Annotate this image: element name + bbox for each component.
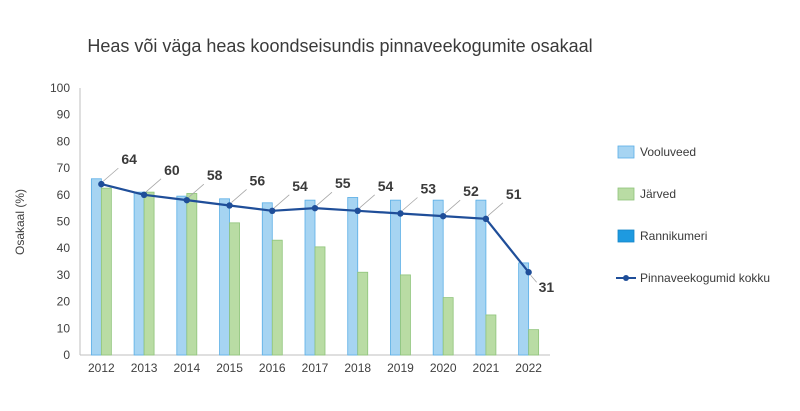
data-label-leader	[145, 178, 162, 193]
bar-järved-2014	[186, 193, 198, 356]
line-point-2018	[354, 207, 361, 215]
y-tick-label: 30	[57, 268, 71, 282]
legend: Vooluveed Järved Rannikumeri Pinnaveekogumi…	[616, 145, 770, 285]
data-label-2020: 52	[463, 183, 479, 199]
bar-järved-2012	[100, 187, 112, 356]
x-tick-label: 2022	[515, 361, 542, 375]
x-tick-label: 2021	[473, 361, 500, 375]
data-label-leader	[316, 191, 333, 206]
legend-label: Pinnaveekogumid kokku	[640, 271, 770, 285]
bar-vooluveed-2012	[90, 178, 102, 356]
data-label-leader	[103, 167, 119, 182]
y-tick-label: 20	[57, 295, 71, 309]
line-point-2022	[525, 269, 532, 276]
x-tick-label: 2014	[173, 361, 200, 375]
data-label-2016: 54	[292, 178, 308, 194]
bar-järved-2022	[528, 329, 540, 356]
bar-järved-2020	[442, 297, 454, 356]
x-tick-label: 2020	[430, 361, 457, 375]
x-tick-label: 2019	[387, 361, 414, 375]
bar-järved-2021	[485, 314, 497, 356]
legend-swatch-marker	[623, 275, 629, 281]
bar-vooluveed-2016	[261, 202, 273, 356]
bar-järved-2019	[400, 274, 411, 356]
data-label-2021: 51	[506, 186, 522, 202]
data-label-leader	[231, 189, 247, 203]
bar-vooluveed-2018	[347, 197, 359, 356]
data-label-leader	[359, 194, 375, 209]
legend-label: Vooluveed	[640, 145, 696, 159]
line-point-2013	[140, 191, 148, 198]
data-label-2014: 58	[207, 167, 223, 183]
data-label-2012: 64	[121, 151, 137, 167]
line-point-2019	[397, 210, 404, 217]
data-label-2015: 56	[250, 172, 266, 188]
bar-vooluveed-2021	[475, 199, 487, 356]
legend-swatch-rannikumeri	[617, 229, 635, 243]
line-point-2015	[226, 202, 233, 209]
legend-label: Järved	[640, 187, 676, 201]
data-label-2013: 60	[164, 162, 180, 178]
bar-järved-2013	[143, 191, 155, 356]
line-point-2020	[439, 212, 447, 220]
x-tick-label: 2015	[216, 361, 243, 375]
data-label-2022: 31	[539, 279, 555, 295]
legend-label: Rannikumeri	[640, 229, 707, 243]
x-tick-label: 2018	[344, 361, 371, 375]
data-label-leader	[487, 202, 504, 217]
y-tick-label: 10	[57, 321, 71, 335]
bar-järved-2018	[357, 271, 369, 356]
bar-järved-2016	[271, 239, 283, 356]
line-point-2012	[98, 180, 105, 188]
data-label-leader	[188, 183, 205, 198]
x-tick-label: 2017	[302, 361, 329, 375]
x-tick-label: 2016	[259, 361, 286, 375]
bar-vooluveed-2013	[133, 191, 145, 356]
y-tick-label: 0	[63, 348, 70, 362]
data-label-leader	[530, 274, 537, 283]
bar-järved-2017	[314, 246, 326, 356]
chart-title: Heas või väga heas koondseisundis pinnav…	[87, 36, 592, 56]
data-label-leader	[402, 197, 418, 211]
bar-vooluveed-2014	[176, 195, 188, 356]
data-label-2019: 53	[420, 180, 436, 196]
line-point-2021	[482, 215, 490, 223]
x-tick-label: 2013	[131, 361, 158, 375]
y-tick-label: 50	[57, 215, 71, 229]
plot-area: 0 10 20 30 40 50 60 70 80 90 100 2012 2013 2014 2015 20…	[50, 81, 554, 375]
legend-swatch-järved	[617, 187, 635, 201]
data-label-2018: 54	[378, 178, 394, 194]
bar-järved-2015	[229, 222, 240, 356]
bar-vooluveed-2020	[432, 199, 444, 356]
bar-vooluveed-2019	[390, 199, 401, 356]
y-tick-label: 70	[57, 161, 71, 175]
y-tick-label: 60	[57, 188, 71, 202]
y-tick-label: 100	[50, 81, 70, 95]
line-point-2016	[269, 207, 276, 215]
data-label-leader	[274, 194, 290, 209]
y-axis-label: Osakaal (%)	[13, 189, 27, 255]
bar-vooluveed-2017	[304, 199, 316, 356]
bar-vooluveed-2022	[518, 262, 530, 356]
y-tick-label: 80	[57, 134, 71, 148]
y-tick-label: 40	[57, 241, 71, 255]
legend-swatch-vooluveed	[617, 145, 635, 159]
x-tick-label: 2012	[88, 361, 115, 375]
line-point-2014	[183, 196, 191, 204]
y-tick-label: 90	[57, 108, 71, 122]
data-label-2017: 55	[335, 175, 351, 191]
line-point-2017	[311, 204, 319, 212]
bar-vooluveed-2015	[219, 198, 230, 356]
data-label-leader	[444, 199, 461, 214]
